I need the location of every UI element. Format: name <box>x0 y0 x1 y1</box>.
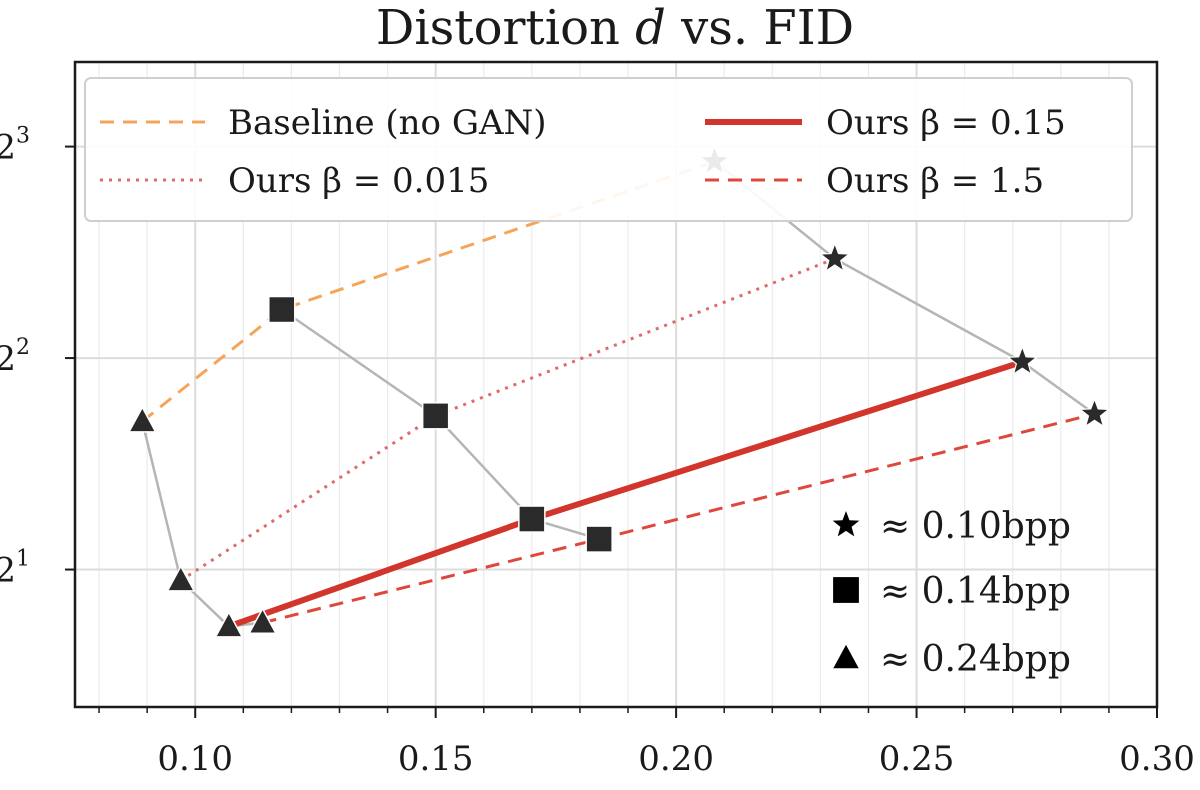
legend-label: Ours β = 1.5 <box>826 161 1044 201</box>
marker-legend: ≈ 0.10bpp ≈ 0.14bpp ≈ 0.24bpp <box>829 506 1071 680</box>
star-marker <box>1006 345 1039 376</box>
chart-title-variable: d <box>635 0 666 56</box>
triangle-marker <box>166 564 196 592</box>
x-tick-label: 0.30 <box>1119 739 1195 779</box>
triangle-connector-line <box>141 421 263 628</box>
x-tick-label: 0.20 <box>638 739 714 779</box>
legend: Baseline (no GAN) Ours β = 0.15 Ours β = 0… <box>84 77 1133 222</box>
y-tick-base: 2 <box>0 128 16 168</box>
marker-legend-label: ≈ 0.10bpp <box>880 506 1071 547</box>
triangle-marker <box>127 405 157 433</box>
triangle-marker <box>247 607 278 634</box>
triangle-marker <box>214 610 244 638</box>
marker-legend-label: ≈ 0.24bpp <box>880 639 1071 680</box>
y-tick-exponent: 3 <box>16 124 30 149</box>
star-marker <box>1078 397 1111 428</box>
y-tick-label: 22 <box>0 335 30 379</box>
series-line-1 <box>179 257 836 582</box>
marker-legend-triangle-icon <box>830 641 862 670</box>
square-marker <box>268 295 296 324</box>
star-marker <box>818 241 851 273</box>
y-tick-base: 2 <box>0 339 16 379</box>
y-tick-base: 2 <box>0 551 16 591</box>
x-tick-label: 0.10 <box>157 739 233 779</box>
x-tick-label: 0.25 <box>879 739 955 779</box>
legend-label: Ours β = 0.15 <box>826 103 1066 143</box>
y-tick-exponent: 2 <box>16 335 30 360</box>
chart-title-suffix: vs. FID <box>666 0 854 56</box>
legend-label: Baseline (no GAN) <box>228 103 547 143</box>
chart-title: Distortion d vs. FID <box>376 0 854 56</box>
plot-frame <box>73 60 1159 709</box>
chart-title-prefix: Distortion <box>376 0 635 56</box>
series-lines <box>141 160 1095 630</box>
connector-lines <box>141 160 1096 628</box>
marker-legend-square-icon <box>831 575 861 605</box>
y-tick-label: 21 <box>0 547 30 591</box>
y-tick-exponent: 1 <box>16 547 30 572</box>
marker-legend-star-icon <box>829 507 863 540</box>
square-connector-line <box>281 308 600 541</box>
square-marker <box>421 402 450 430</box>
x-tick-label: 0.15 <box>398 739 474 779</box>
legend-box <box>84 77 1133 222</box>
legend-label: Ours β = 0.015 <box>228 161 489 201</box>
square-marker <box>585 525 613 553</box>
data-markers <box>127 144 1111 638</box>
square-marker <box>518 505 546 533</box>
y-tick-label: 23 <box>0 124 30 168</box>
marker-legend-label: ≈ 0.14bpp <box>880 571 1071 612</box>
